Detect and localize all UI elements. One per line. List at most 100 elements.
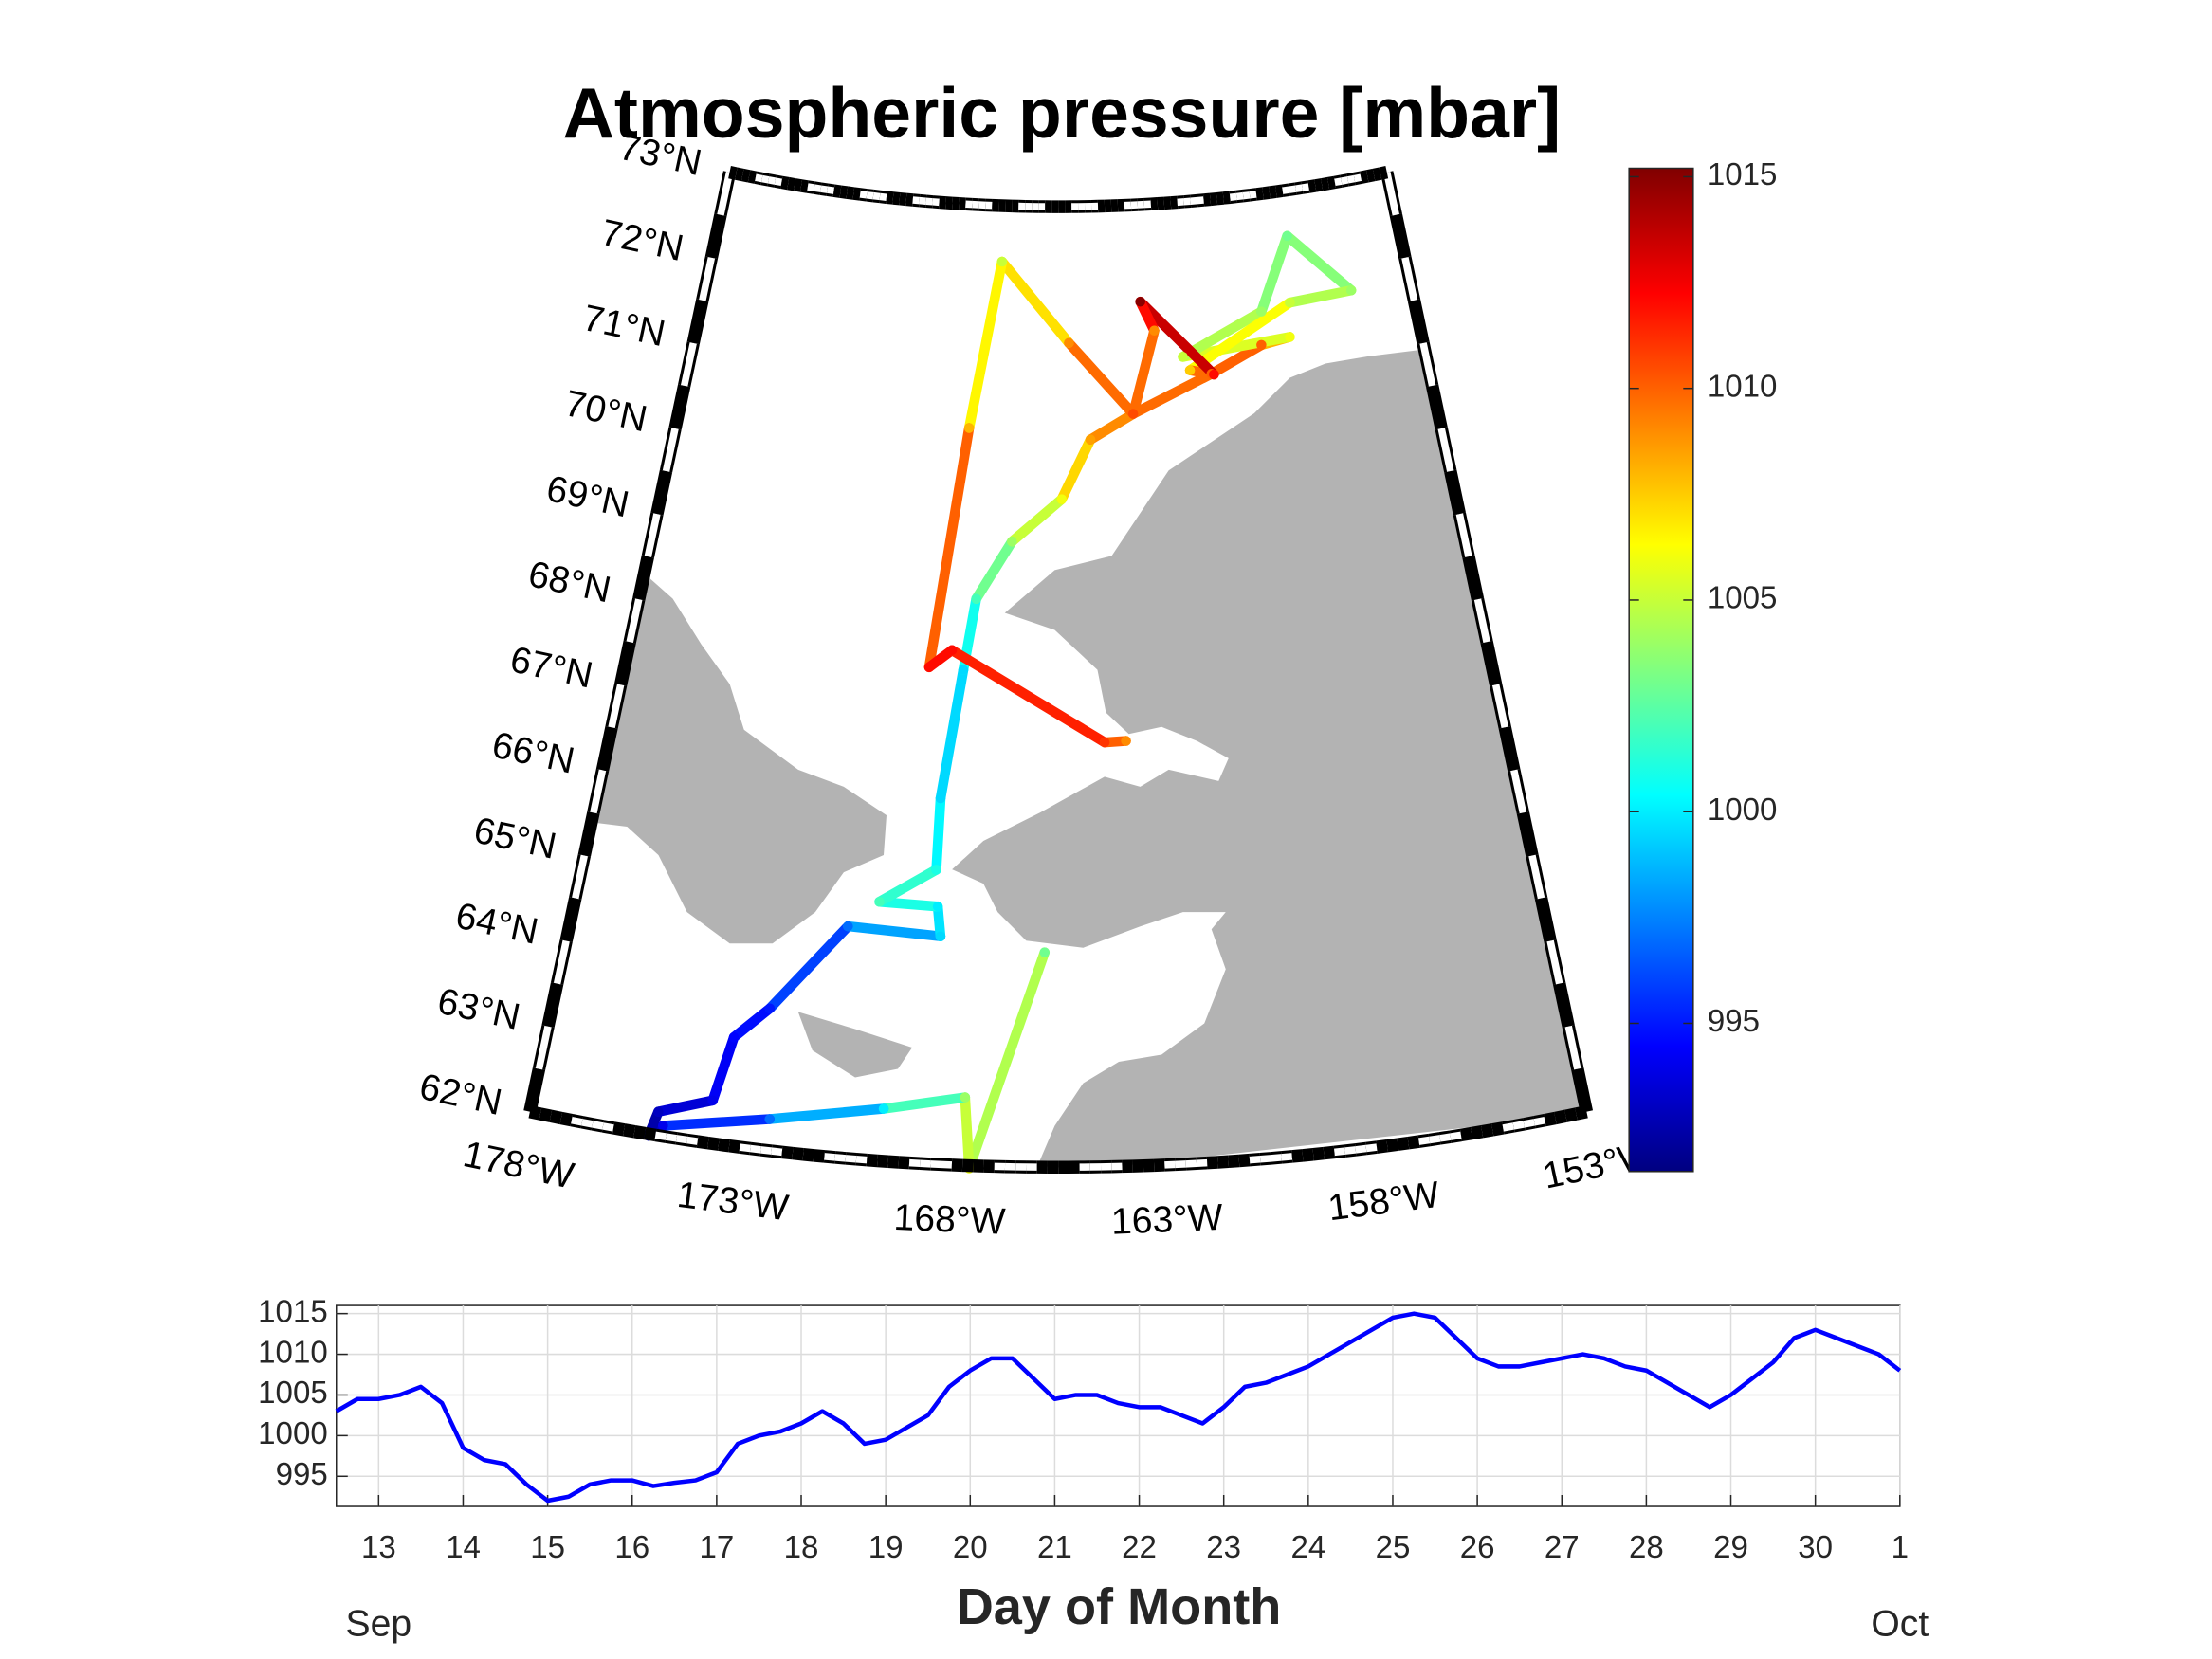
y-tick-label: 1000 <box>258 1416 328 1451</box>
track-segment <box>1282 230 1357 296</box>
track-segment <box>1127 325 1160 419</box>
x-tick-label: 30 <box>1798 1530 1833 1565</box>
track-point <box>935 931 946 941</box>
track-point <box>923 662 935 673</box>
track-segment <box>935 665 969 804</box>
track-point <box>1256 339 1267 351</box>
track-point <box>764 1003 776 1013</box>
x-tick-label: 18 <box>784 1530 819 1565</box>
track-point <box>1039 947 1051 957</box>
x-tick-label: 16 <box>614 1530 649 1565</box>
lat-tick-label: 62°N <box>416 1066 505 1123</box>
lat-tick-label: 65°N <box>470 811 559 867</box>
x-tick-label: 24 <box>1290 1530 1325 1565</box>
lon-tick-label: 173°W <box>675 1175 791 1229</box>
alaska <box>952 349 1587 1168</box>
track-segment <box>1178 306 1267 362</box>
lat-tick-label: 68°N <box>525 554 614 611</box>
lon-tick-label: 168°W <box>893 1197 1007 1243</box>
x-tick-label: 23 <box>1206 1530 1241 1565</box>
colorbar-tick-label: 1010 <box>1708 369 1778 404</box>
track-point <box>1085 434 1096 445</box>
track-segment <box>946 645 1110 748</box>
x-tick-label: 13 <box>361 1530 396 1565</box>
track-point <box>946 645 958 656</box>
colorbar-tick-label: 1015 <box>1708 157 1778 192</box>
track-point <box>707 1095 718 1106</box>
track-segment <box>843 921 946 941</box>
y-tick-label: 995 <box>276 1457 328 1492</box>
track-point <box>931 865 941 875</box>
track-point <box>958 665 969 675</box>
track-point <box>1256 306 1267 317</box>
track-point <box>653 1106 664 1117</box>
track-segment <box>1285 284 1357 308</box>
track-point <box>764 1114 775 1124</box>
lat-tick-label: 63°N <box>434 981 523 1038</box>
track-segment <box>764 1103 889 1124</box>
lat-tick-label: 69°N <box>543 468 632 525</box>
annotation: Sep <box>346 1604 412 1645</box>
track-point <box>874 896 885 907</box>
track-segment <box>1064 337 1139 419</box>
track-point <box>932 901 943 912</box>
lat-tick-label: 64°N <box>452 896 541 953</box>
y-tick-label: 1010 <box>258 1335 328 1370</box>
track-segment <box>932 901 946 941</box>
y-tick-label: 1005 <box>258 1376 328 1411</box>
track-segment <box>1256 230 1292 317</box>
land <box>570 349 1587 1168</box>
colorbar <box>1628 167 1694 1173</box>
colorbar-tick-label: 995 <box>1708 1004 1760 1039</box>
track-point <box>996 256 1008 267</box>
track-segment <box>1007 494 1068 547</box>
x-tick-label: 19 <box>868 1530 904 1565</box>
lon-tick-label: 163°W <box>1110 1197 1224 1243</box>
x-tick-label: 17 <box>699 1530 734 1565</box>
chart-title: Atmospheric pressure [mbar] <box>563 73 1561 153</box>
track-segment <box>764 921 853 1013</box>
track-point <box>1184 365 1196 375</box>
track-segment <box>1085 409 1139 445</box>
track-segment <box>1127 369 1217 419</box>
x-tick-label: 29 <box>1713 1530 1748 1565</box>
x-tick-label: 20 <box>953 1530 988 1565</box>
track-point <box>843 921 853 932</box>
colorbar-tick-label: 1000 <box>1708 793 1778 828</box>
track-point <box>960 1092 971 1103</box>
x-tick-label: 25 <box>1376 1530 1411 1565</box>
track-point <box>1127 409 1139 419</box>
track-point <box>1149 325 1160 337</box>
track-segment <box>728 1003 776 1043</box>
track-segment <box>963 947 1051 1174</box>
track-segment <box>1056 434 1096 504</box>
track-point <box>728 1031 740 1043</box>
track-segment <box>707 1031 740 1106</box>
track-point <box>1099 737 1110 748</box>
track-point <box>1345 284 1357 296</box>
x-tick-label: 28 <box>1629 1530 1664 1565</box>
track-point <box>971 593 981 604</box>
lat-tick-label: 70°N <box>561 383 650 440</box>
track-point <box>1178 352 1188 362</box>
st-lawrence-island <box>797 1012 913 1078</box>
track-segment <box>931 793 946 875</box>
track-point <box>935 793 946 804</box>
track-segment <box>1184 297 1295 375</box>
track-point <box>1285 332 1295 342</box>
track-segment <box>996 256 1074 349</box>
track-segment <box>1135 296 1219 380</box>
track-point <box>1007 536 1017 547</box>
track-segment <box>878 1092 971 1114</box>
track-segment <box>653 1095 718 1117</box>
x-axis-label: Day of Month <box>957 1578 1282 1635</box>
track-segment <box>1178 332 1295 362</box>
x-tick-label: 14 <box>446 1530 481 1565</box>
track-segment <box>874 865 941 907</box>
x-tick-label: 1 <box>1892 1530 1909 1565</box>
track-point <box>1135 296 1145 307</box>
track-segment <box>923 423 975 673</box>
track-point <box>1209 369 1219 380</box>
